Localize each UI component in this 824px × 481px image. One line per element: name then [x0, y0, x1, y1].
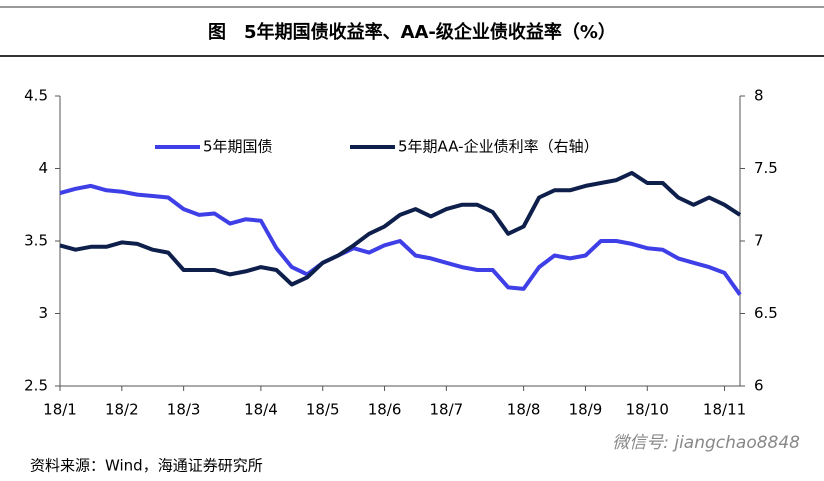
chart-title: 图 5年期国债收益率、AA-级企业债收益率（%） [208, 21, 616, 43]
x-tick-label: 18/4 [244, 401, 278, 419]
y2-tick-label: 7 [754, 232, 764, 250]
x-tick-label: 18/11 [703, 401, 746, 419]
y-tick-label: 3 [38, 304, 48, 322]
x-tick-label: 18/2 [105, 401, 139, 419]
x-tick-label: 18/9 [569, 401, 603, 419]
x-tick-label: 18/1 [43, 401, 77, 419]
y-tick-label: 4.5 [24, 87, 48, 105]
y2-tick-label: 6 [754, 377, 764, 395]
x-tick-label: 18/7 [430, 401, 464, 419]
y2-tick-label: 6.5 [754, 304, 778, 322]
legend-label: 5年期国债 [203, 138, 273, 156]
x-tick-label: 18/8 [507, 401, 541, 419]
x-tick-label: 18/3 [167, 401, 201, 419]
y-tick-label: 4 [38, 159, 48, 177]
x-tick-label: 18/5 [306, 401, 340, 419]
y-tick-label: 2.5 [24, 377, 48, 395]
y2-tick-label: 8 [754, 87, 764, 105]
source-note: 资料来源：Wind，海通证券研究所 [30, 457, 263, 475]
x-tick-label: 18/10 [626, 401, 669, 419]
series-line [59, 170, 742, 287]
legend-label: 5年期AA-企业债利率（右轴） [398, 138, 599, 156]
x-tick-label: 18/6 [368, 401, 402, 419]
y2-tick-label: 7.5 [754, 159, 778, 177]
y-tick-label: 3.5 [24, 232, 48, 250]
watermark: 微信号: jiangchao8848 [612, 433, 800, 453]
series-line [59, 183, 742, 296]
